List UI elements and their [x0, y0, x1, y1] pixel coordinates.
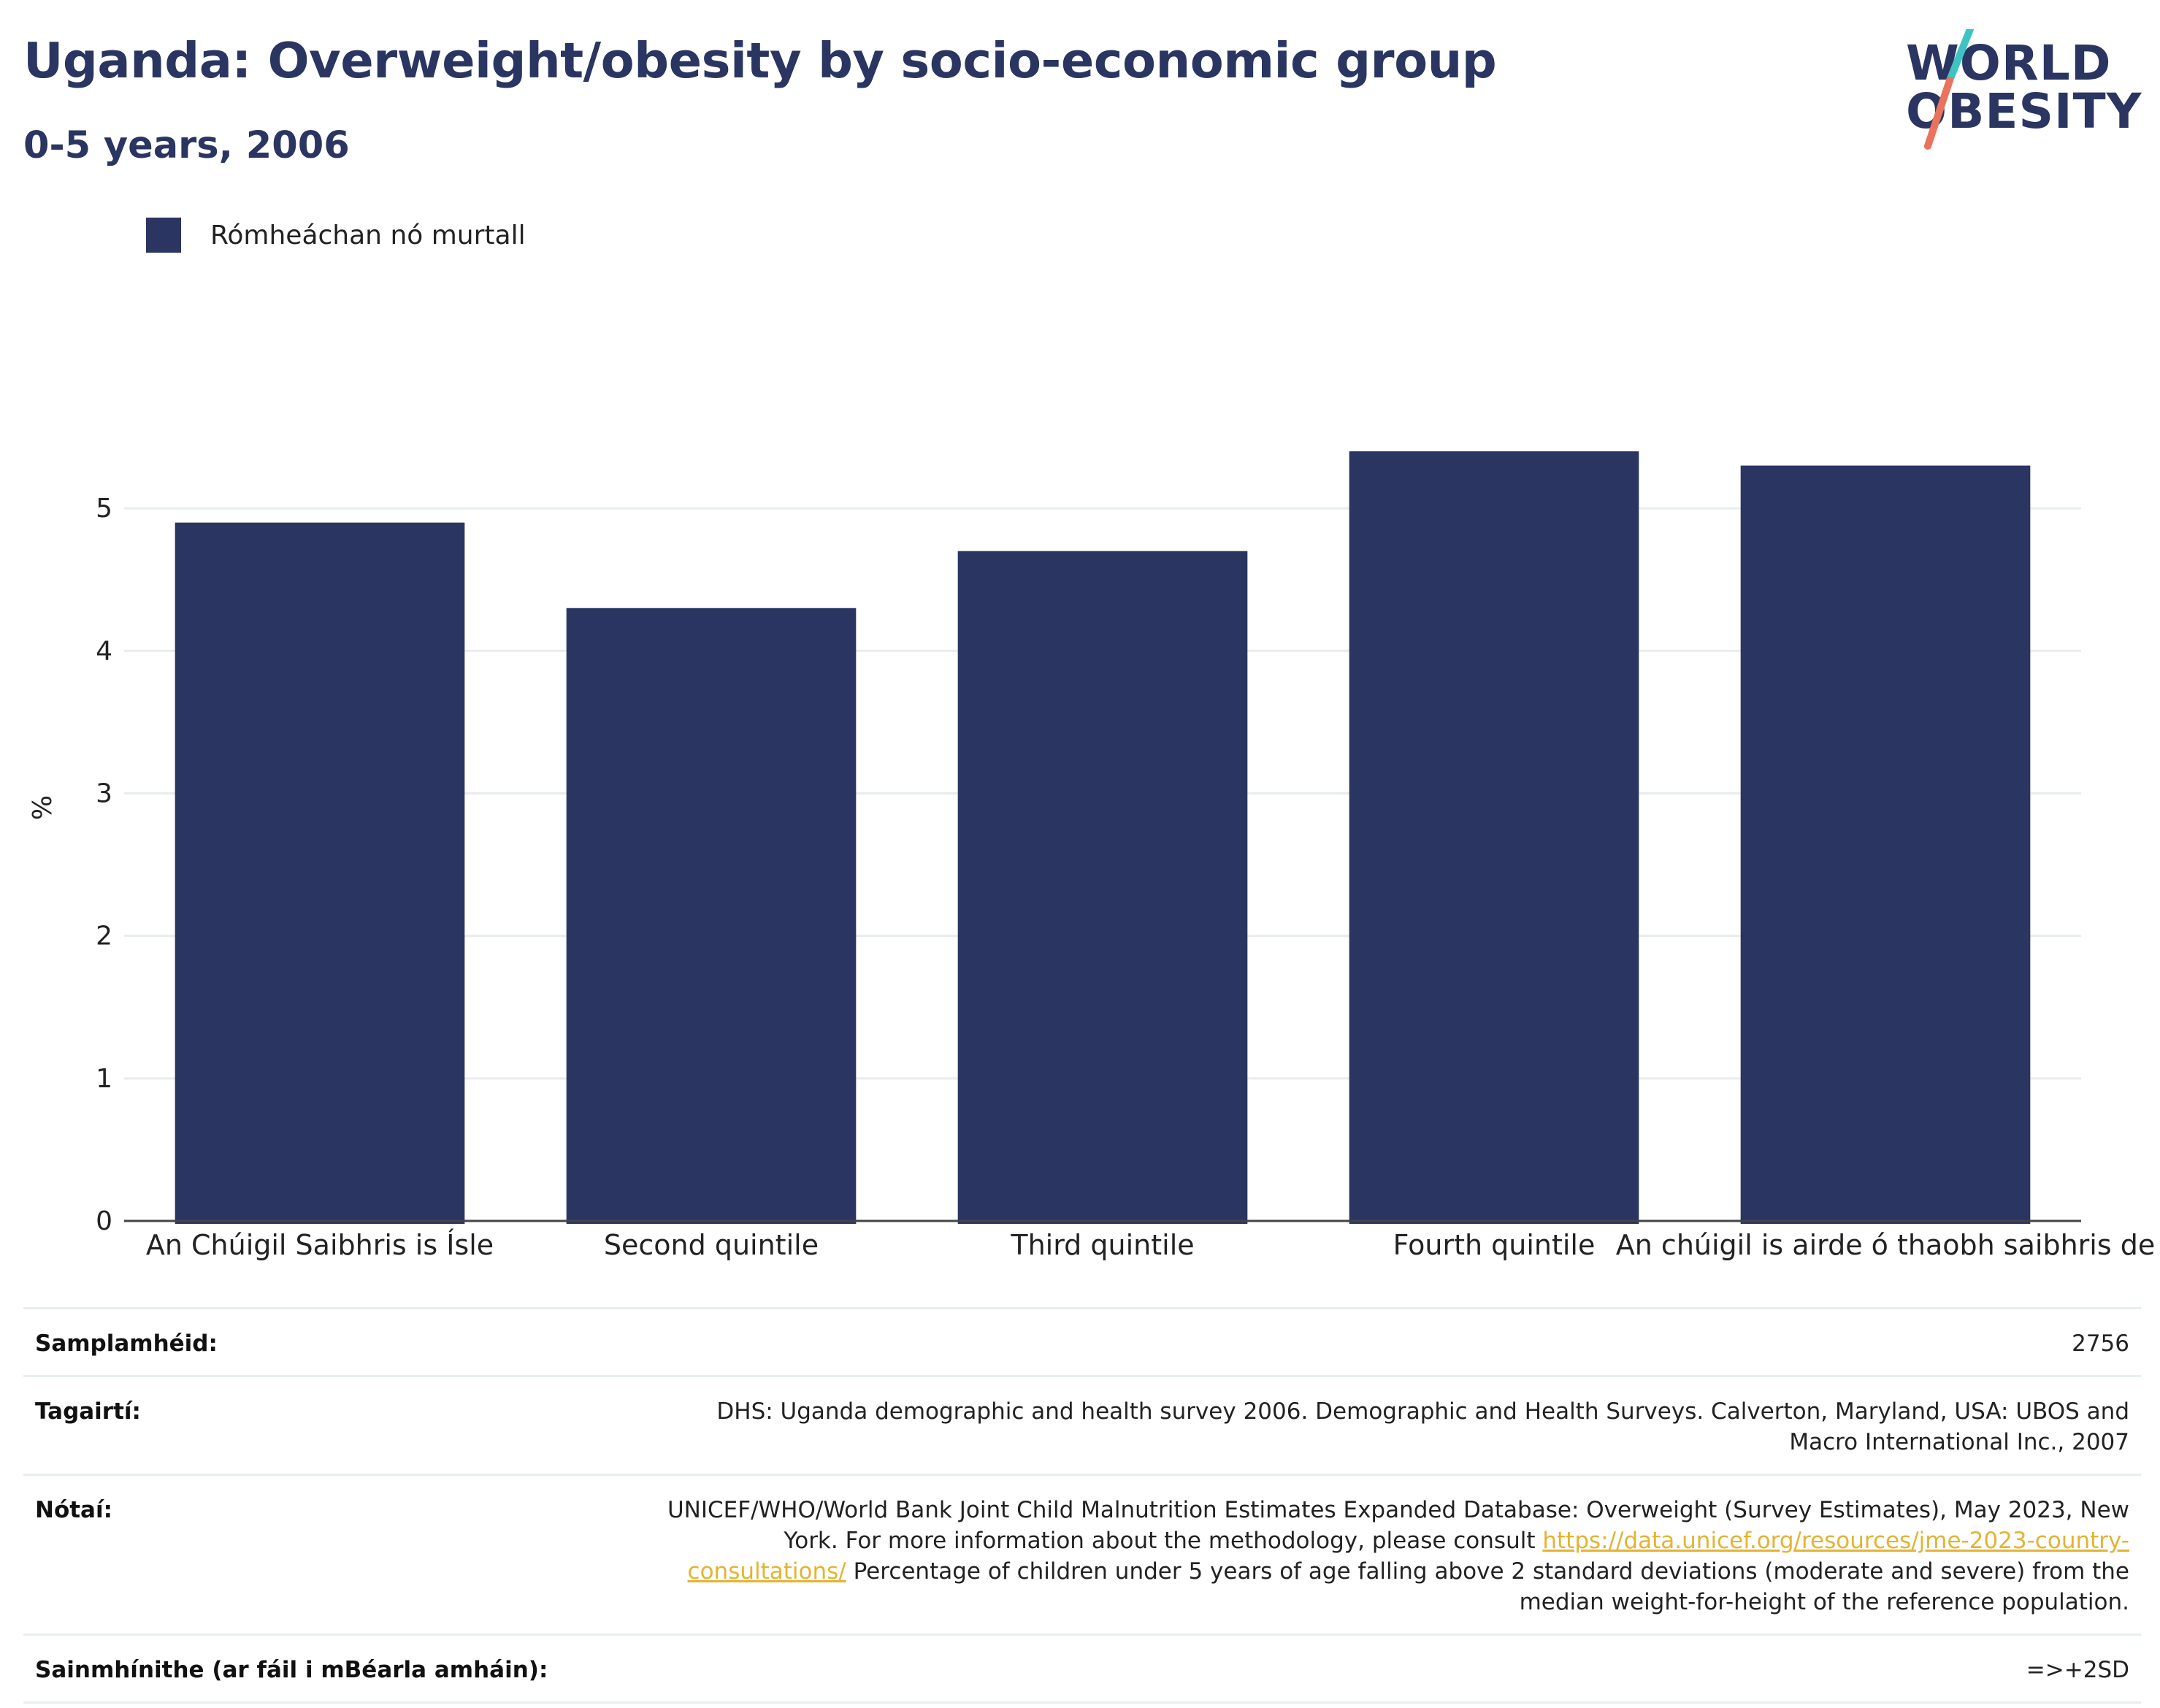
x-tick-label: An chúigil is airde ó thaobh saibhris de — [1616, 1229, 2155, 1261]
notes-text: UNICEF/WHO/World Bank Joint Child Malnut… — [667, 1497, 2129, 1554]
notes-text-continued: Percentage of children under 5 years of … — [853, 1558, 2129, 1615]
legend-swatch — [146, 218, 181, 253]
bar — [1349, 451, 1639, 1224]
x-tick-label: Fourth quintile — [1393, 1229, 1596, 1261]
notes-label: Nótaí: — [23, 1474, 631, 1635]
definitions-row: Sainmhínithe (ar fáil i mBéarla amháin):… — [23, 1634, 2141, 1704]
axes: 0 1 2 3 4 5 An Chúigil Saibhris is Ísle Second … — [28, 494, 2155, 1261]
bar-chart: 0 1 2 3 4 5 An Chúigil Saibhris is Ísle Second … — [28, 451, 2155, 1261]
references-value: DHS: Uganda demographic and health surve… — [631, 1375, 2141, 1475]
bar — [566, 608, 857, 1224]
definitions-label: Sainmhínithe (ar fáil i mBéarla amháin): — [23, 1634, 631, 1704]
bar — [957, 551, 1248, 1224]
y-axis-title: % — [28, 795, 58, 820]
bar — [175, 522, 465, 1224]
chart-subtitle: 0-5 years, 2006 — [23, 124, 350, 167]
y-tick-label: 3 — [96, 778, 112, 808]
legend-label: Rómheáchan nó murtall — [210, 220, 526, 250]
bars — [175, 451, 2031, 1224]
sample-size-value: 2756 — [631, 1307, 2141, 1376]
notes-value: UNICEF/WHO/World Bank Joint Child Malnut… — [631, 1474, 2141, 1635]
definitions-value: =>+2SD — [631, 1634, 2141, 1704]
x-tick-label: An Chúigil Saibhris is Ísle — [146, 1229, 494, 1261]
logo-word-world: WORLD — [1906, 35, 2112, 91]
logo-slash-icon — [1924, 29, 1974, 150]
sample-size-label: Samplamhéid: — [23, 1307, 631, 1376]
y-tick-label: 0 — [96, 1206, 112, 1236]
references-label: Tagairtí: — [23, 1375, 631, 1475]
notes-link[interactable]: https://data.unicef.org/resources/jme-20… — [687, 1528, 2129, 1585]
notes-row: Nótaí: UNICEF/WHO/World Bank Joint Child… — [23, 1474, 2141, 1635]
x-tick-label: Second quintile — [604, 1229, 819, 1261]
y-tick-label: 4 — [96, 636, 112, 666]
x-tick-label: Third quintile — [1010, 1229, 1194, 1261]
bar — [1740, 465, 2031, 1224]
chart-title: Uganda: Overweight/obesity by socio-econ… — [23, 32, 1497, 89]
y-tick-label: 2 — [96, 922, 112, 951]
world-obesity-logo: WORLD OBESITY — [1906, 29, 2147, 153]
metadata-table: Samplamhéid: 2756 Tagairtí: DHS: Uganda … — [23, 1307, 2141, 1704]
y-tick-label: 5 — [96, 494, 112, 524]
sample-size-row: Samplamhéid: 2756 — [23, 1307, 2141, 1376]
references-row: Tagairtí: DHS: Uganda demographic and he… — [23, 1375, 2141, 1475]
y-tick-label: 1 — [96, 1064, 112, 1094]
legend: Rómheáchan nó murtall — [146, 218, 526, 253]
